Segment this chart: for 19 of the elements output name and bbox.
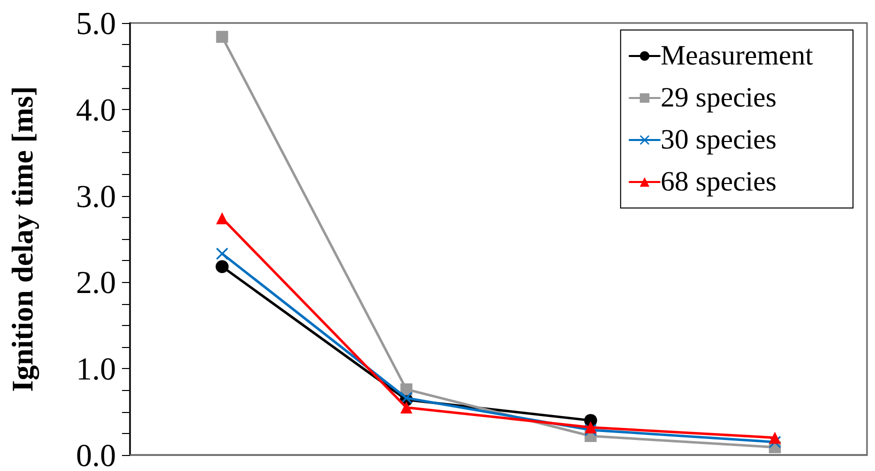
legend-label: 68 species (660, 166, 776, 198)
point (584, 421, 597, 434)
point (216, 260, 229, 274)
point (216, 30, 228, 43)
point (768, 432, 781, 444)
point (400, 401, 412, 414)
point (400, 392, 412, 404)
y-tick-label: 5.0 (76, 5, 116, 41)
legend-label: 29 species (660, 82, 776, 114)
y-tick-label: 4.0 (76, 91, 116, 128)
y-axis-title: Ignition delay time [ms] (6, 86, 40, 392)
y-tick-label: 0.0 (76, 437, 116, 471)
legend-label: 30 species (660, 124, 776, 156)
legend-label: Measurement (660, 40, 814, 72)
point (216, 248, 228, 260)
y-tick-label: 2.0 (76, 264, 116, 300)
point (216, 212, 228, 224)
y-tick-label: 1.0 (76, 350, 116, 387)
y-tick-label: 3.0 (76, 178, 116, 214)
